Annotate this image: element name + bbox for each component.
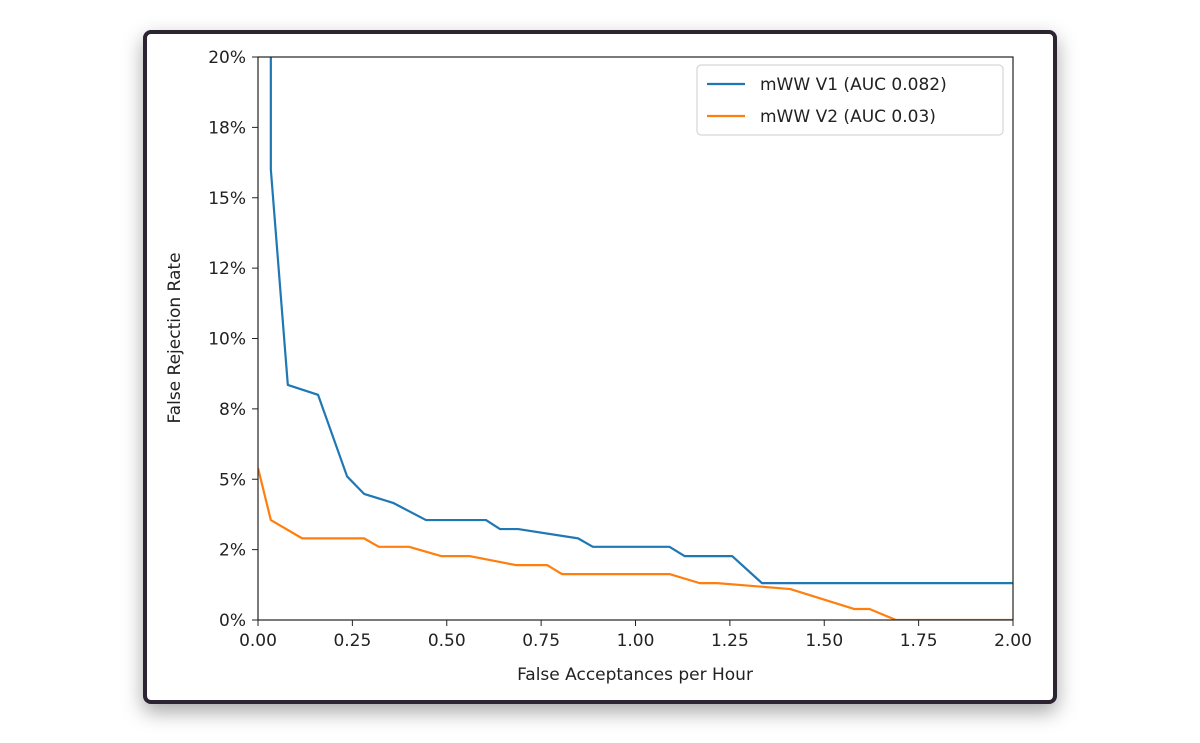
y-tick-label: 5% [219, 470, 246, 490]
y-tick-label: 8% [219, 400, 246, 420]
y-axis-label: False Rejection Rate [165, 252, 185, 423]
x-tick-label: 0.25 [333, 631, 371, 651]
x-tick-label: 1.25 [711, 631, 749, 651]
y-tick-label: 15% [208, 189, 246, 209]
y-tick-label: 0% [219, 611, 246, 631]
x-tick-label: 2.00 [994, 631, 1032, 651]
y-tick-label: 2% [219, 541, 246, 561]
legend-label-v1: mWW V1 (AUC 0.082) [760, 75, 947, 95]
y-tick-label: 10% [208, 330, 246, 350]
y-tick-label: 18% [208, 118, 246, 138]
x-tick-label: 0.00 [239, 631, 277, 651]
x-tick-label: 1.00 [617, 631, 655, 651]
y-tick-label: 20% [208, 48, 246, 68]
legend-label-v2: mWW V2 (AUC 0.03) [760, 107, 936, 127]
series-line-2 [258, 467, 1013, 620]
legend: mWW V1 (AUC 0.082) mWW V2 (AUC 0.03) [696, 64, 1004, 136]
x-tick-label: 0.50 [428, 631, 466, 651]
y-tick-label: 12% [208, 259, 246, 279]
plot-area-border [257, 56, 1014, 621]
x-tick-label: 1.50 [805, 631, 843, 651]
x-tick-label: 0.75 [522, 631, 560, 651]
series-line-1 [269, 57, 1013, 585]
x-axis-label: False Acceptances per Hour [517, 665, 753, 685]
x-tick-label: 1.75 [900, 631, 938, 651]
chart-window [143, 30, 1057, 704]
